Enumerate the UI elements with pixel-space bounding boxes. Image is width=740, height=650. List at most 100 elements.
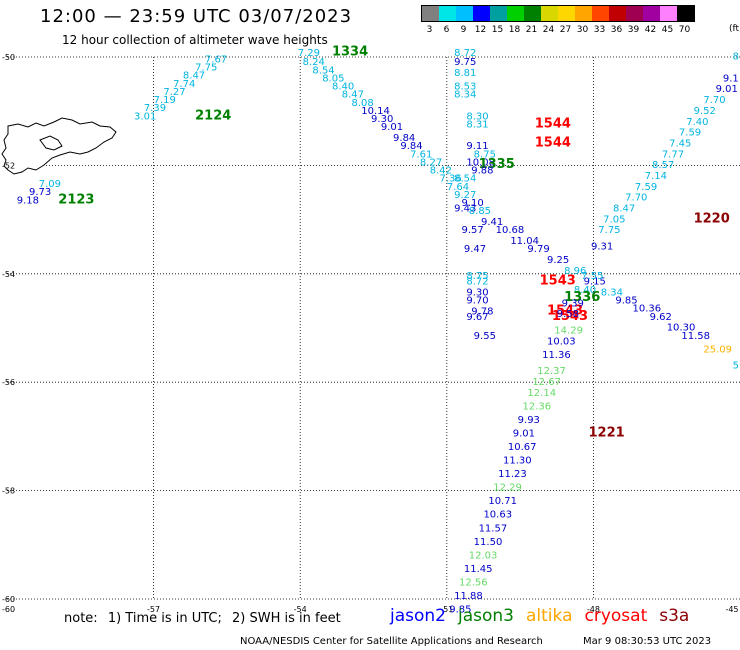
wave-height-label: 25.09 (703, 344, 732, 355)
wave-height-label: 8.85 (469, 206, 491, 217)
wave-height-label: 7.36 (439, 174, 461, 185)
colorbar-ticks: 3 6 9 12 15 18 21 24 27 30 33 36 39 42 45 70 (421, 25, 695, 35)
falkland-islands-landmass (1, 117, 117, 175)
wave-height-label: 8.47 (183, 71, 205, 82)
colorbar-swatch (592, 6, 609, 21)
wave-height-label: 8.75 (466, 271, 488, 282)
latitude-tick-label: -56 (2, 378, 15, 387)
pass-time-label: 1334 (332, 44, 368, 59)
latitude-tick-label: -52 (2, 161, 15, 170)
wave-height-label: 8.96 (564, 266, 586, 277)
colorbar-unit: (ft) (729, 24, 740, 34)
axis-tick-labels: -57 -54 -51 -48 -45 -50 -52 -54 -56 -58 -60-60 (2, 53, 739, 614)
wave-height-observations: 7.29 13348.248.548.058.408.478.0810.149.3… (17, 44, 740, 615)
wave-height-label: 10.71 (488, 496, 517, 507)
colorbar-swatch (541, 6, 558, 21)
map-note: note: 1) Time is in UTC; 2) SWH is in fe… (64, 611, 347, 626)
wave-height-label: 9.84 (393, 133, 415, 144)
longitude-tick-label: -51 (440, 605, 453, 614)
wave-height-label: 12.14 (527, 388, 556, 399)
latitude-tick-label: -54 (2, 270, 15, 279)
colorbar-swatch (660, 6, 677, 21)
colorbar-tick: 12 (474, 25, 487, 35)
colorbar-tick: 9 (460, 25, 467, 35)
legend-item-jason3: jason3 (458, 606, 514, 626)
wave-height-label: 11.30 (503, 456, 532, 467)
colorbar-swatch (439, 6, 456, 21)
wave-height-label: 12.67 (532, 377, 561, 388)
wave-height-label: 7.70 (625, 193, 647, 204)
latitude-tick-label: -58 (2, 487, 15, 496)
wave-height-label: 7.74 (173, 79, 195, 90)
colorbar-tick: 42 (644, 25, 657, 35)
wave-height-label: 7.05 (603, 214, 625, 225)
legend-item-jason2: jason2 (390, 606, 446, 626)
wave-height-label: 14.29 (554, 325, 583, 336)
colorbar-tick: 45 (661, 25, 674, 35)
colorbar-swatch (473, 6, 490, 21)
wave-height-label: 5.63 (733, 361, 740, 372)
colorbar-tick: 36 (610, 25, 623, 35)
wave-height-label: 9.1 (723, 73, 739, 84)
wave-height-label: 7.59 (635, 182, 657, 193)
colorbar-swatch (524, 6, 541, 21)
wave-height-label: 9.58 (557, 309, 579, 320)
colorbar-swatch (558, 6, 575, 21)
wave-height-label: 9.85 (615, 296, 637, 307)
footer-timestamp: Mar 9 08:30:53 UTC 2023 (583, 636, 712, 647)
wave-height-label: 9.75 (454, 57, 476, 68)
wave-height-label: 7.75 (195, 63, 217, 74)
wave-height-label: 9.70 (466, 296, 488, 307)
wave-height-label: 7.70 (703, 95, 725, 106)
legend-item-s3a: s3a (659, 606, 690, 626)
note-prefix: note: (64, 611, 98, 626)
latitude-tick-label: -60 (2, 595, 15, 604)
wave-height-label: 11.36 (542, 350, 571, 361)
wave-height-label: 8.40 (332, 82, 354, 93)
wave-height-label: 7.59 (679, 128, 701, 139)
colorbar-swatch (626, 6, 643, 21)
note-item-1: 1) Time is in UTC; (107, 611, 222, 626)
pass-time-label: 1543 (552, 309, 588, 324)
wave-height-label: 8.75 (474, 149, 496, 160)
wave-height-label: 9.30 (371, 114, 393, 125)
wave-height-label: 10.67 (508, 442, 537, 453)
longitude-tick-label: -48 (587, 605, 600, 614)
longitude-tick-label: -45 (725, 605, 738, 614)
wave-height-label: 9.47 (464, 244, 486, 255)
legend-item-altika: altika (526, 606, 573, 626)
wave-height-label: 11.45 (464, 564, 493, 575)
colorbar-swatch (677, 6, 694, 21)
wave-height-label: 9.41 (481, 217, 503, 228)
wave-height-label: 7.64 (447, 182, 469, 193)
wave-height-label: 8.72 (454, 48, 476, 59)
wave-height-label: 9.79 (527, 244, 549, 255)
wave-height-label: 10.63 (483, 510, 512, 521)
colorbar-swatch (456, 6, 473, 21)
wave-height-label: 10.08 (466, 157, 495, 168)
wave-height-label: 8.31 (466, 119, 488, 130)
wave-height-label: 9.39 (562, 298, 584, 309)
wave-height-label: 9.15 (584, 277, 606, 288)
pass-time-label: 1220 (694, 211, 730, 226)
wave-height-label: 11.58 (681, 331, 710, 342)
pass-time-label: 2124 (195, 108, 231, 123)
wave-height-label: 9.55 (474, 331, 496, 342)
pass-time-label: 1336 (564, 290, 600, 305)
wave-height-label: 9.88 (471, 166, 493, 177)
wave-height-label: 8.05 (322, 73, 344, 84)
pass-time-label: 1335 (479, 157, 515, 172)
wave-height-label: 9.52 (694, 106, 716, 117)
longitude-tick-label: -57 (147, 605, 160, 614)
colorbar-swatch (643, 6, 660, 21)
wave-height-label: 9.62 (650, 312, 672, 323)
colorbar-tick: 33 (593, 25, 606, 35)
wave-height-label: 7.67 (205, 54, 227, 65)
wave-height-label: 9.30 (466, 287, 488, 298)
wave-height-label: 7.61 (410, 149, 432, 160)
wave-height-label: 9.27 (454, 190, 476, 201)
wave-height-label: 9.84 (400, 141, 422, 152)
colorbar-swatch (507, 6, 524, 21)
wave-height-label: 7.14 (645, 171, 667, 182)
pass-time-label: 1544 (535, 135, 571, 150)
